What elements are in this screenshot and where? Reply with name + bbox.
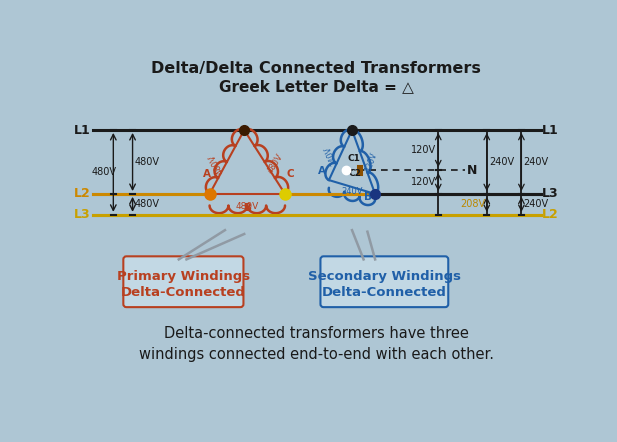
Text: 120V: 120V — [363, 151, 379, 173]
Text: 480V: 480V — [207, 152, 225, 175]
Text: A: A — [318, 166, 326, 176]
Text: 240V: 240V — [323, 144, 339, 166]
Text: L3: L3 — [75, 208, 91, 221]
Text: L2: L2 — [74, 187, 91, 201]
Text: C: C — [286, 169, 294, 179]
Text: B: B — [244, 203, 252, 213]
Text: L2: L2 — [542, 208, 559, 221]
Text: Delta-Connected: Delta-Connected — [322, 286, 447, 299]
Text: Delta-Connected: Delta-Connected — [121, 286, 246, 299]
Text: Primary Windings: Primary Windings — [117, 270, 250, 283]
Text: 240V: 240V — [489, 157, 514, 167]
Text: 120V: 120V — [412, 145, 436, 155]
Text: 240V: 240V — [341, 187, 363, 196]
Text: B: B — [364, 192, 372, 202]
Text: L1: L1 — [542, 124, 559, 137]
Text: Secondary Windings: Secondary Windings — [308, 270, 461, 283]
Text: 480V: 480V — [135, 199, 160, 210]
Text: 480V: 480V — [92, 168, 117, 177]
Text: 480V: 480V — [135, 157, 160, 167]
FancyBboxPatch shape — [123, 256, 244, 307]
Text: 208V: 208V — [460, 199, 485, 210]
Text: 480V: 480V — [236, 202, 259, 211]
Text: N: N — [466, 164, 477, 177]
Text: C1: C1 — [347, 154, 360, 163]
Text: L3: L3 — [542, 187, 559, 201]
Text: 120V: 120V — [412, 177, 436, 187]
Text: 240V: 240V — [524, 157, 549, 167]
Text: Delta-connected transformers have three
windings connected end-to-end with each : Delta-connected transformers have three … — [139, 326, 494, 362]
FancyBboxPatch shape — [320, 256, 449, 307]
Text: L1: L1 — [74, 124, 91, 137]
Text: Greek Letter Delta = △: Greek Letter Delta = △ — [219, 79, 413, 94]
Text: 240V: 240V — [524, 199, 549, 210]
Text: 480V: 480V — [266, 152, 285, 175]
Text: Delta/Delta Connected Transformers: Delta/Delta Connected Transformers — [151, 61, 481, 76]
Text: C2: C2 — [349, 169, 362, 178]
Text: A: A — [204, 169, 212, 179]
